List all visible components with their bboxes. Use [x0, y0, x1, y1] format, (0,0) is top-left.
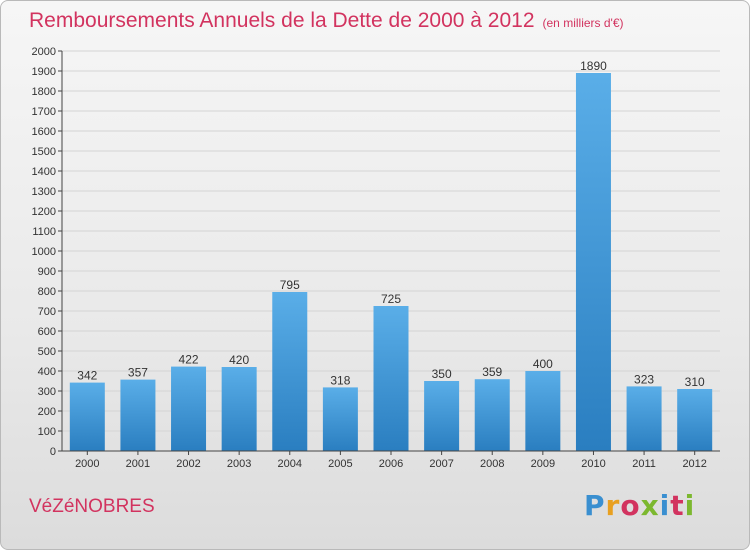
chart-subtitle: (en milliers d'€)	[542, 16, 624, 30]
x-tick-label-2011: 2011	[632, 458, 656, 470]
x-tick-label-2005: 2005	[328, 458, 352, 470]
value-label-2004: 795	[280, 278, 300, 292]
value-labels: 342 357 422 420 795 318 725 350 359 400 1890 323 310	[77, 59, 705, 389]
proxiti-logo: Proxiti	[584, 489, 695, 522]
bars	[69, 73, 713, 451]
value-label-2007: 350	[432, 367, 452, 381]
y-tick-label: 1000	[32, 246, 56, 258]
y-tick-label: 1900	[32, 66, 56, 78]
x-tick-label-2001: 2001	[126, 458, 150, 470]
bar-2004	[272, 292, 308, 451]
commune-name: VéZéNOBRES	[29, 496, 155, 517]
y-tick-label: 800	[38, 286, 56, 298]
y-tick-label: 600	[38, 326, 56, 338]
value-label-2009: 400	[533, 357, 553, 371]
x-tick-label-2004: 2004	[278, 458, 302, 470]
bar-2006	[373, 306, 409, 451]
y-tick-label: 1100	[32, 226, 56, 238]
value-label-2003: 420	[229, 353, 249, 367]
value-label-2008: 359	[482, 365, 502, 379]
y-tick-label: 1700	[32, 106, 56, 118]
y-tick-label: 2000	[32, 46, 56, 58]
x-tick-label-2003: 2003	[227, 458, 251, 470]
y-tick-label: 500	[38, 346, 56, 358]
logo-letter: o	[620, 489, 641, 522]
value-label-2012: 310	[685, 375, 705, 389]
y-tick-label: 300	[38, 386, 56, 398]
logo-letter: i	[684, 489, 696, 522]
axes	[58, 50, 720, 455]
logo-letter: r	[605, 489, 621, 522]
y-tick-label: 100	[38, 426, 56, 438]
y-tick-label: 1300	[32, 186, 56, 198]
chart-title: Remboursements Annuels de la Dette de 20…	[29, 9, 624, 33]
bar-2000	[69, 382, 105, 451]
y-tick-labels: 0 100 200 300 400 500 600 700 800 900 1000 1100 1200…	[32, 46, 56, 458]
y-tick-label: 1200	[32, 206, 56, 218]
bar-2005	[322, 387, 358, 451]
x-tick-label-2008: 2008	[480, 458, 504, 470]
x-tick-label-2010: 2010	[581, 458, 605, 470]
x-tick-label-2009: 2009	[531, 458, 555, 470]
value-label-2000: 342	[77, 369, 97, 383]
logo-letter: t	[670, 489, 685, 522]
logo-letter: P	[584, 489, 606, 522]
bar-2012	[677, 389, 713, 451]
bar-2002	[171, 366, 207, 451]
bar-2008	[474, 379, 510, 451]
y-tick-label: 700	[38, 306, 56, 318]
chart-title-text: Remboursements Annuels de la Dette de 20…	[29, 9, 535, 32]
y-tick-label: 900	[38, 266, 56, 278]
logo-letter: x	[640, 489, 660, 522]
y-tick-label: 0	[50, 446, 56, 458]
bar-2001	[120, 379, 156, 451]
x-tick-label-2007: 2007	[429, 458, 453, 470]
y-tick-label: 1600	[32, 126, 56, 138]
y-tick-label: 200	[38, 406, 56, 418]
x-tick-label-2012: 2012	[682, 458, 706, 470]
bar-2011	[626, 386, 662, 451]
value-label-2005: 318	[330, 373, 350, 387]
x-tick-label-2002: 2002	[176, 458, 200, 470]
y-tick-label: 1800	[32, 86, 56, 98]
value-label-2006: 725	[381, 292, 401, 306]
logo-letter: i	[659, 489, 671, 522]
value-label-2001: 357	[128, 366, 148, 380]
x-tick-label-2006: 2006	[379, 458, 403, 470]
value-label-2002: 422	[179, 353, 199, 367]
value-label-2011: 323	[634, 372, 654, 386]
bar-2010	[575, 73, 611, 451]
x-tick-labels: 2000 2001 2002 2003 2004 2005 2006 2007 2008 2009…	[75, 458, 707, 470]
y-tick-label: 400	[38, 366, 56, 378]
y-tick-label: 1400	[32, 166, 56, 178]
bar-2003	[221, 367, 257, 451]
value-label-2010: 1890	[580, 59, 607, 73]
x-tick-label-2000: 2000	[75, 458, 99, 470]
y-tick-label: 1500	[32, 146, 56, 158]
bar-2007	[424, 381, 460, 451]
bar-2009	[525, 371, 561, 451]
